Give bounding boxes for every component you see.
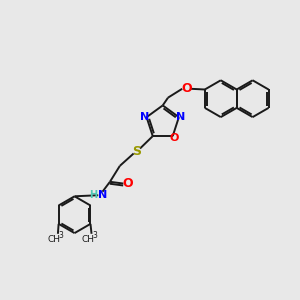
Text: CH: CH: [47, 235, 61, 244]
Text: O: O: [122, 177, 133, 190]
Text: S: S: [132, 145, 141, 158]
Text: 3: 3: [59, 231, 64, 240]
Text: N: N: [140, 112, 149, 122]
Text: 3: 3: [92, 231, 97, 240]
Text: N: N: [176, 112, 186, 122]
Text: O: O: [181, 82, 192, 95]
Text: N: N: [98, 190, 107, 200]
Text: CH: CH: [81, 235, 94, 244]
Text: O: O: [169, 133, 179, 143]
Text: H: H: [89, 190, 98, 200]
